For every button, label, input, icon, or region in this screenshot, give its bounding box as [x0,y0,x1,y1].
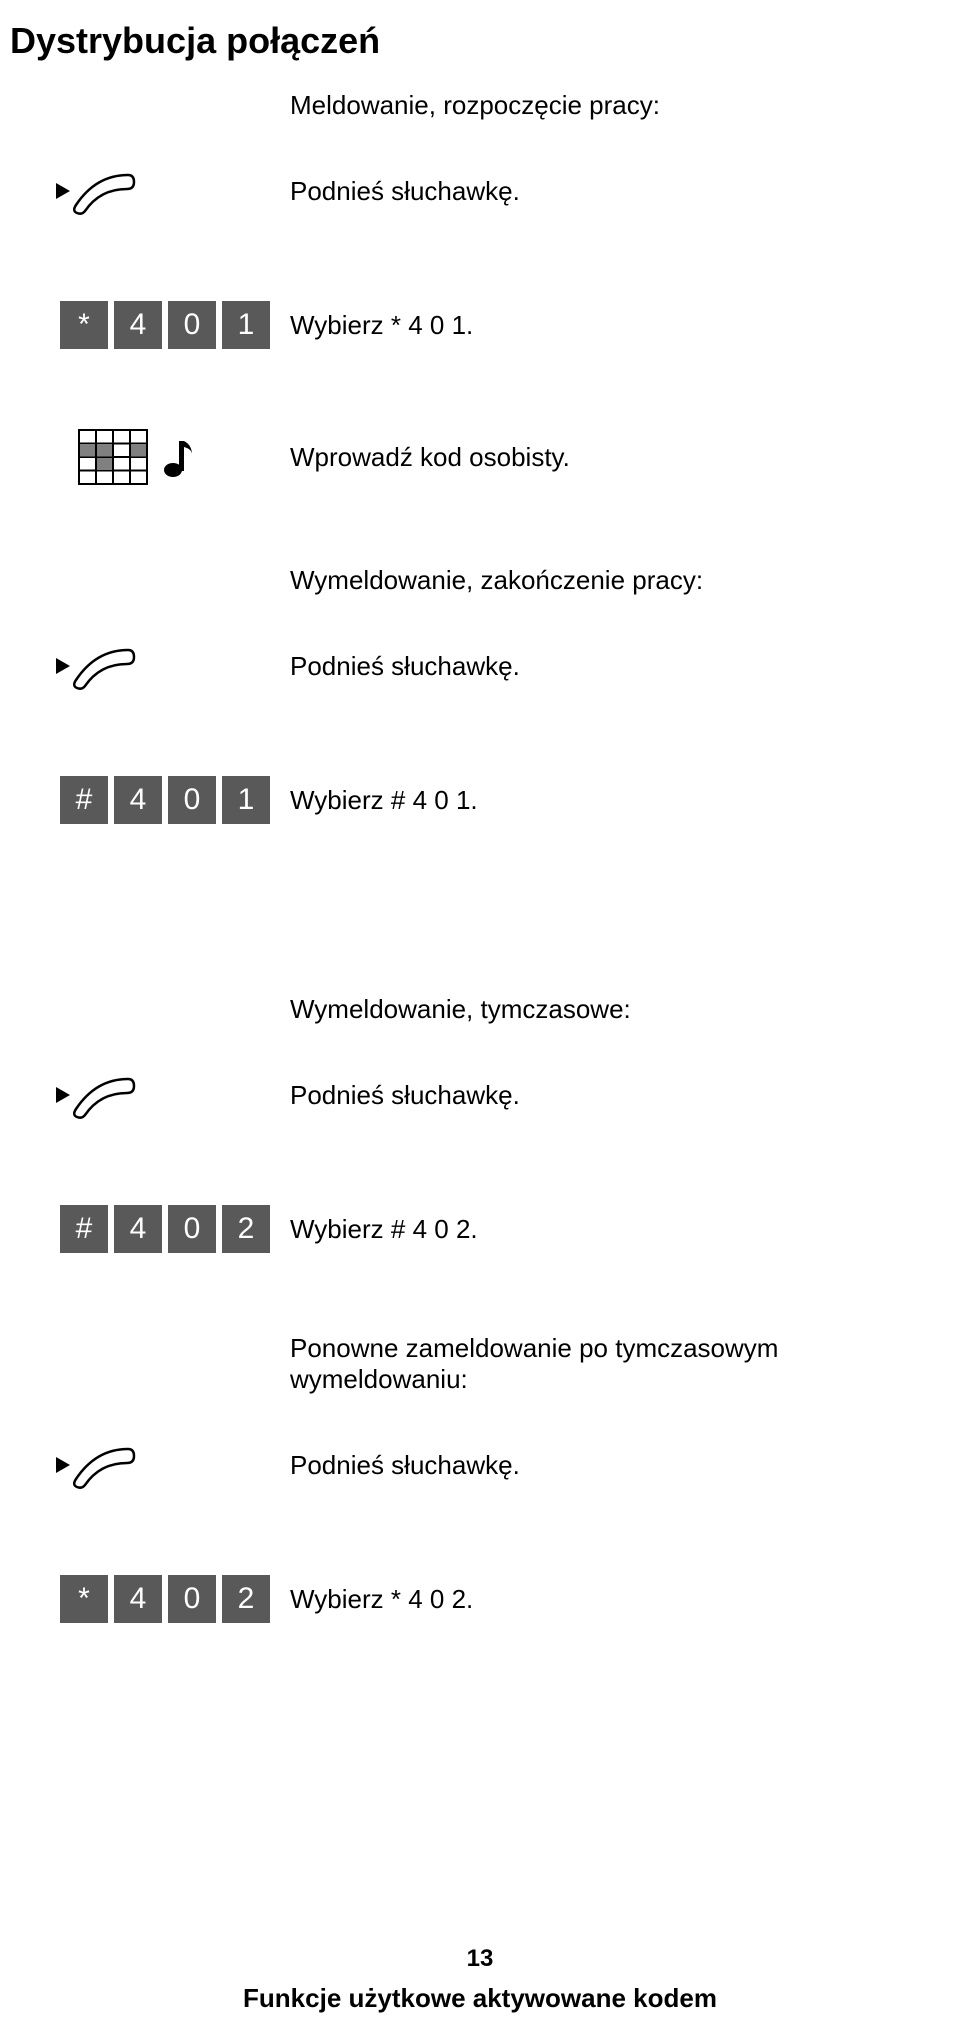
page-title: Dystrybucja połączeń [10,20,900,62]
page-footer: 13 Funkcje użytkowe aktywowane kodem [0,1945,960,2014]
key-4: 4 [114,776,162,824]
key-1: 1 [222,301,270,349]
key-hash: # [60,1205,108,1253]
section1-heading: Meldowanie, rozpoczęcie pracy: [290,90,900,121]
keypad-icon [78,429,148,485]
key-0: 0 [168,776,216,824]
section1-pickup-text: Podnieś słuchawkę. [290,176,900,207]
key-star: * [60,301,108,349]
section2-keys: # 4 0 1 [50,776,270,824]
page-number: 13 [0,1945,960,1973]
section2-pickup-text: Podnieś słuchawkę. [290,651,900,682]
music-note-icon [162,435,196,479]
section1-code-text: Wprowadź kod osobisty. [290,442,900,473]
section4-pickup-text: Podnieś słuchawkę. [290,1450,900,1481]
section1-keys: * 4 0 1 [50,301,270,349]
key-0: 0 [168,1575,216,1623]
section3-heading: Wymeldowanie, tymczasowe: [290,994,900,1025]
section2-heading: Wymeldowanie, zakończenie pracy: [290,565,900,596]
key-1: 1 [222,776,270,824]
key-star: * [60,1575,108,1623]
handset-icon [50,1435,138,1495]
key-4: 4 [114,301,162,349]
handset-icon [50,636,138,696]
section3-pickup-text: Podnieś słuchawkę. [290,1080,900,1111]
section1-dial-text: Wybierz * 4 0 1. [290,310,900,341]
key-0: 0 [168,301,216,349]
key-4: 4 [114,1205,162,1253]
section4-heading: Ponowne zameldowanie po tymczasowym wyme… [290,1333,900,1395]
key-2: 2 [222,1575,270,1623]
key-2: 2 [222,1205,270,1253]
handset-icon [50,1065,138,1125]
section4-keys: * 4 0 2 [50,1575,270,1623]
key-hash: # [60,776,108,824]
footer-text: Funkcje użytkowe aktywowane kodem [0,1983,960,2014]
handset-icon [50,161,138,221]
section3-dial-text: Wybierz # 4 0 2. [290,1214,900,1245]
key-0: 0 [168,1205,216,1253]
key-4: 4 [114,1575,162,1623]
section2-dial-text: Wybierz # 4 0 1. [290,785,900,816]
section4-dial-text: Wybierz * 4 0 2. [290,1584,900,1615]
section3-keys: # 4 0 2 [50,1205,270,1253]
